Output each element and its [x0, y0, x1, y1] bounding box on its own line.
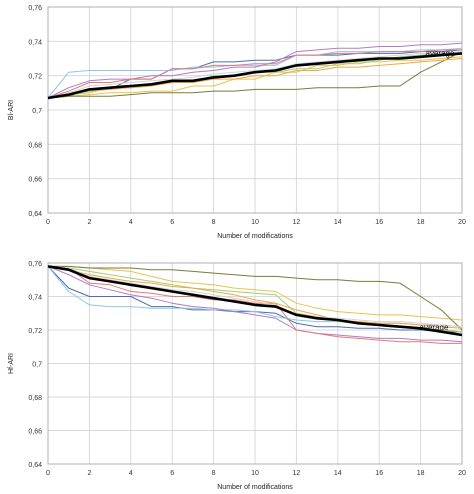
x-axis-label: Number of modifications	[217, 233, 293, 240]
y-tick-label: 0,72	[28, 74, 42, 81]
y-axis-label: Hf-ARI	[8, 353, 15, 374]
x-tick-label: 4	[129, 470, 133, 477]
series-line-3	[47, 56, 463, 99]
y-tick-label: 0,74	[28, 295, 42, 302]
hf-ari-chart: 0,64 0,66 0,68 0,7 0,72 0,74 0,76 0 2 4 6 8 10 12 14 16…	[8, 261, 466, 491]
average-line	[47, 52, 463, 100]
x-tick-label: 14	[334, 219, 342, 226]
y-tick-label: 0,72	[28, 328, 42, 335]
plot-frame	[47, 6, 463, 214]
x-tick-label: 20	[458, 470, 466, 477]
series-line-5	[47, 49, 462, 99]
x-tick-label: 0	[46, 219, 50, 226]
x-tick-label: 8	[212, 219, 216, 226]
y-tick-label: 0,68	[28, 395, 42, 402]
x-tick-label: 16	[375, 219, 383, 226]
series-line-8	[47, 58, 463, 99]
x-tick-label: 10	[251, 470, 259, 477]
y-tick-label: 0,68	[28, 142, 42, 149]
series-line-6	[48, 265, 463, 331]
x-tick-label: 12	[293, 219, 301, 226]
series-line-9	[47, 265, 463, 328]
x-tick-label: 4	[129, 219, 133, 226]
average-line	[47, 265, 463, 337]
x-tick-label: 2	[87, 470, 91, 477]
x-tick-label: 18	[417, 470, 425, 477]
y-tick-label: 0,66	[28, 429, 42, 436]
average-label: average	[420, 323, 449, 332]
x-tick-label: 0	[46, 470, 50, 477]
series-line-4	[47, 42, 463, 99]
grid	[47, 6, 463, 214]
plot-frame	[47, 262, 463, 465]
series-line-8	[47, 265, 463, 329]
y-tick-label: 0,7	[32, 108, 42, 115]
x-tick-label: 8	[212, 470, 216, 477]
average-label: average	[426, 49, 455, 58]
x-tick-label: 6	[170, 470, 174, 477]
series-line-5	[47, 265, 462, 344]
y-tick-label: 0,7	[32, 362, 42, 369]
x-tick-label: 6	[170, 219, 174, 226]
x-tick-label: 20	[458, 219, 466, 226]
x-axis-label: Number of modifications	[217, 484, 293, 491]
x-tick-label: 2	[87, 219, 91, 226]
x-tick-label: 10	[251, 219, 259, 226]
y-axis-label: Bl-ARI	[8, 100, 15, 120]
bl-ari-chart: 0,64 0,66 0,68 0,7 0,72 0,74 0,76 0 2 4 6 8 10 12 14 16…	[8, 5, 466, 240]
y-tick-label: 0,76	[28, 5, 42, 12]
series-line-6	[47, 51, 463, 99]
series-line-4	[47, 265, 463, 343]
y-tick-label: 0,66	[28, 177, 42, 184]
y-tick-label: 0,64	[28, 462, 42, 469]
series-line-9	[47, 51, 463, 99]
y-tick-label: 0,64	[28, 211, 42, 218]
x-tick-label: 18	[417, 219, 425, 226]
x-tick-label: 14	[334, 470, 342, 477]
series-line-3	[48, 265, 463, 321]
y-tick-label: 0,76	[28, 261, 42, 268]
y-tick-label: 0,74	[28, 39, 42, 46]
x-tick-label: 12	[293, 470, 301, 477]
x-tick-label: 16	[375, 470, 383, 477]
